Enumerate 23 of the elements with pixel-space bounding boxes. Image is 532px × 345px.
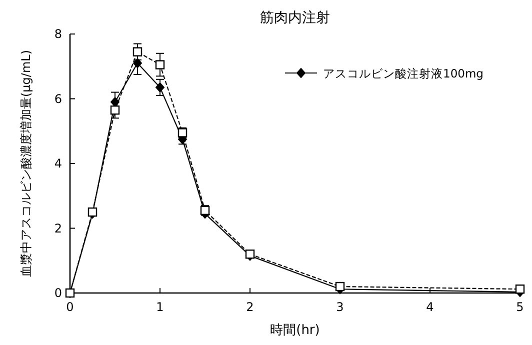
x-tick-label: 4 <box>426 300 434 314</box>
point <box>110 105 120 115</box>
point <box>245 250 255 259</box>
point <box>156 82 164 92</box>
x-tick-label: 2 <box>246 300 254 314</box>
x-tick-label: 3 <box>336 300 344 314</box>
y-tick-label: 8 <box>54 27 62 41</box>
y-tick-label: 0 <box>54 286 62 300</box>
x-axis-title: 時間(hr) <box>270 323 320 338</box>
point <box>515 284 525 294</box>
point <box>155 60 165 70</box>
y-tick-label: 4 <box>54 156 62 170</box>
point <box>133 58 142 68</box>
legend-label: アスコルビン酸注射液100mg <box>323 66 484 80</box>
y-tick-label: 6 <box>54 92 62 106</box>
y-axis-title: 血漿中アスコルビン酸濃度増加量(μg/mL) <box>19 50 33 278</box>
x-tick-label: 0 <box>66 300 74 314</box>
y-tick-label: 2 <box>54 221 62 236</box>
point <box>335 282 345 292</box>
chart-title: 筋肉内注射 <box>260 10 330 26</box>
point <box>132 47 142 56</box>
x-tick-label: 5 <box>516 300 524 314</box>
x-tick-label: 1 <box>156 300 164 314</box>
